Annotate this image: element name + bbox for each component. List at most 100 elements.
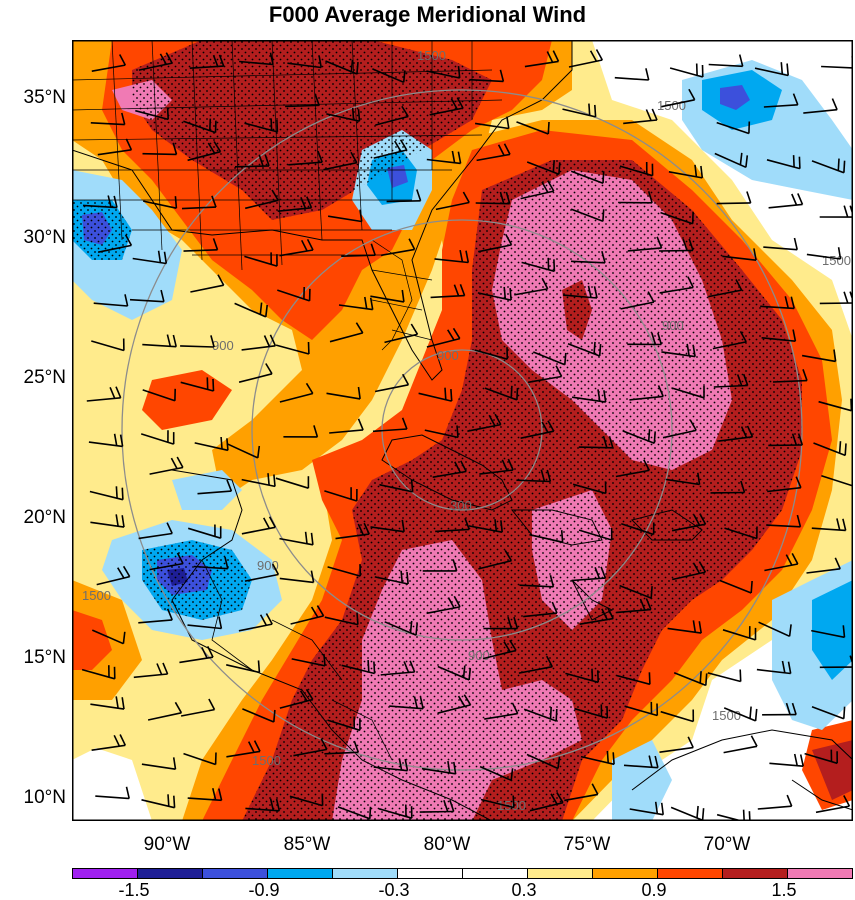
wind-barb-shaft xyxy=(324,616,359,626)
wind-barb-shaft xyxy=(323,161,357,171)
wind-barb-shaft xyxy=(291,658,326,667)
wind-barb-shaft xyxy=(142,389,176,402)
wind-barb-feather xyxy=(843,160,846,173)
wind-barb-feather xyxy=(456,97,464,109)
wind-barb-feather xyxy=(781,660,786,673)
wind-barb-feather xyxy=(306,238,314,251)
ring-label: 900 xyxy=(212,338,234,353)
wind-barb-feather xyxy=(398,758,403,771)
wind-barb-shaft xyxy=(82,204,118,209)
wind-barb-shaft xyxy=(672,571,706,581)
wind-barb-shaft xyxy=(673,672,707,687)
wind-barb-feather xyxy=(838,441,842,454)
ring-label: 1500 xyxy=(497,798,526,813)
wind-barb-feather xyxy=(220,436,223,450)
wind-barb-feather xyxy=(166,334,172,347)
wind-barb-feather xyxy=(210,335,215,348)
wind-barb-feather xyxy=(560,530,564,543)
wind-barb-feather xyxy=(125,786,130,799)
wind-barb-feather xyxy=(780,62,784,75)
wind-barb-shaft xyxy=(193,565,228,570)
wind-barb-shaft xyxy=(763,104,798,108)
wind-barb-feather xyxy=(750,580,753,594)
wind-barb-feather xyxy=(657,385,664,397)
wind-barb-shaft xyxy=(89,490,124,501)
wind-barb-shaft xyxy=(372,428,407,433)
wind-barb-feather xyxy=(122,565,131,578)
wind-barb-shaft xyxy=(140,433,174,445)
wind-barb-shaft xyxy=(88,441,123,448)
wind-barb-shaft xyxy=(567,342,600,357)
wind-barb-shaft xyxy=(660,211,693,225)
wind-barb-shaft xyxy=(757,805,792,810)
wind-barb-feather xyxy=(450,98,458,110)
wind-barb-feather xyxy=(121,112,126,125)
wind-barb-feather xyxy=(503,286,507,299)
wind-barb-feather xyxy=(639,598,646,611)
wind-barb-shaft xyxy=(143,200,177,209)
wind-barb-feather xyxy=(269,52,274,65)
wind-barb-feather xyxy=(447,597,455,609)
wind-barb-shaft xyxy=(811,705,845,720)
wind-barb-feather xyxy=(318,55,322,68)
wind-barb-feather xyxy=(552,50,560,62)
wind-barb-shaft xyxy=(275,477,309,489)
wind-barb-feather xyxy=(408,238,416,250)
wind-barb-feather xyxy=(793,753,798,766)
wind-barb-shaft xyxy=(234,302,267,318)
wind-barb-feather xyxy=(503,143,511,155)
wind-barb-shaft xyxy=(712,341,747,350)
wind-barb-feather xyxy=(447,329,455,341)
wind-barb-shaft xyxy=(467,423,501,432)
wind-barb-feather xyxy=(598,344,602,357)
wind-barb-shaft xyxy=(479,469,514,475)
wind-barb-feather xyxy=(831,98,838,111)
wind-barb-feather xyxy=(404,758,409,771)
wind-barb-shaft xyxy=(97,149,132,156)
wind-barb-feather xyxy=(505,234,513,246)
wind-barb-feather xyxy=(843,205,849,218)
wind-barb-feather xyxy=(400,570,403,583)
wind-barb-feather xyxy=(606,750,609,763)
wind-barb-shaft xyxy=(91,744,126,751)
country-borders xyxy=(201,559,393,761)
wind-barb-shaft xyxy=(769,762,804,767)
wind-barb-feather xyxy=(454,461,462,473)
wind-barb-feather xyxy=(612,752,615,765)
wind-barb-feather xyxy=(796,514,802,527)
wind-barb-shaft xyxy=(624,705,658,717)
ring-label: 1500 xyxy=(822,253,851,268)
wind-barb-shaft xyxy=(327,566,361,577)
wind-barb-feather xyxy=(122,631,126,644)
wind-barb-shaft xyxy=(803,108,838,114)
wind-barb-feather xyxy=(795,476,802,489)
wind-barb-feather xyxy=(799,754,804,767)
wind-barb-feather xyxy=(748,811,751,821)
wind-barb-shaft xyxy=(239,60,274,66)
wind-barb-shaft xyxy=(180,345,215,348)
wind-barb-shaft xyxy=(180,381,214,392)
wind-barb-feather xyxy=(645,109,652,121)
wind-barb-shaft xyxy=(197,490,232,495)
wind-barb-feather xyxy=(645,68,650,81)
wind-barb-feather xyxy=(176,456,184,468)
wind-barb-shaft xyxy=(189,65,224,69)
wind-barb-shaft xyxy=(801,354,836,363)
wind-barb-feather xyxy=(359,209,363,222)
wind-barb-feather xyxy=(262,517,271,529)
wind-barb-feather xyxy=(170,457,178,470)
wind-barb-feather xyxy=(452,559,458,572)
wind-barb-shaft xyxy=(621,522,654,536)
wind-barb-feather xyxy=(118,54,127,66)
colorbar-label: -0.3 xyxy=(378,880,410,900)
wind-barb-feather xyxy=(557,756,561,769)
wind-barb-shaft xyxy=(289,795,323,807)
wind-barb-feather xyxy=(212,54,219,67)
colorbar xyxy=(72,868,853,879)
wind-barb-feather xyxy=(452,327,461,340)
wind-barb-feather xyxy=(201,646,208,659)
wind-barb-feather xyxy=(300,196,307,209)
wind-barb-feather xyxy=(506,116,510,129)
wind-barb-feather xyxy=(394,140,402,152)
lat-label-10n: 10°N xyxy=(23,787,66,808)
